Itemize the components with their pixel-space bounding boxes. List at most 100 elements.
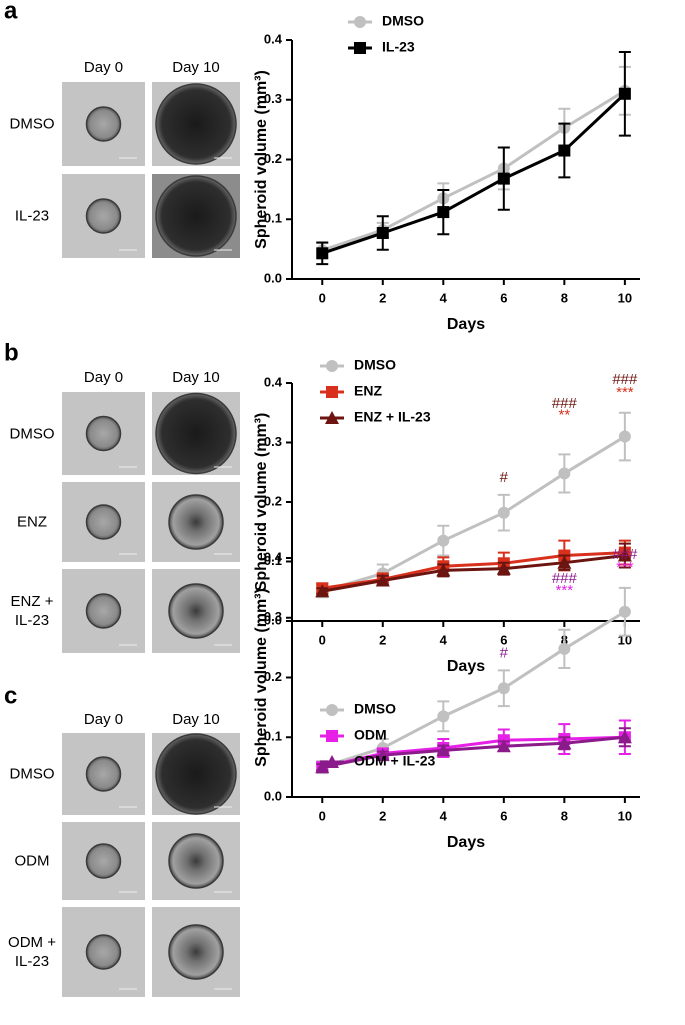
- x-tick-label: 4: [440, 290, 448, 305]
- image-row-label: DMSO: [9, 765, 55, 783]
- y-tick-label: 0.2: [264, 669, 282, 684]
- y-tick-label: 0.2: [264, 493, 282, 508]
- y-axis-title: Spheroid volume (mm³): [253, 70, 270, 249]
- spheroid: [85, 106, 122, 142]
- annotation: ###: [552, 570, 578, 587]
- marker: [326, 386, 338, 398]
- marker: [558, 144, 571, 157]
- y-tick-label: 0.4: [264, 31, 283, 46]
- x-axis-title: Days: [447, 316, 485, 333]
- annotation: **: [559, 407, 571, 424]
- x-tick-label: 6: [500, 290, 507, 305]
- marker: [497, 682, 510, 695]
- spheroid: [85, 593, 122, 629]
- spheroid: [155, 175, 237, 257]
- x-tick-label: 4: [440, 808, 448, 823]
- marker: [436, 743, 451, 757]
- x-tick-label: 2: [379, 290, 386, 305]
- x-axis-title: Days: [447, 834, 485, 851]
- image-column-label: Day 0: [84, 369, 123, 386]
- spheroid: [155, 733, 237, 815]
- y-tick-label: 0.1: [264, 211, 282, 226]
- spheroid: [85, 843, 122, 879]
- marker: [557, 555, 572, 569]
- x-tick-label: 6: [500, 808, 507, 823]
- x-tick-label: 10: [618, 808, 632, 823]
- y-tick-label: 0.2: [264, 151, 282, 166]
- image-row-label: ENZ + IL-23: [10, 593, 54, 629]
- spheroid: [85, 934, 122, 970]
- marker: [557, 736, 572, 750]
- image-row-label: DMSO: [9, 425, 55, 442]
- spheroid: [168, 924, 224, 980]
- y-axis-title: Spheroid volume (mm³): [253, 413, 270, 592]
- marker: [436, 563, 451, 577]
- marker: [315, 760, 330, 774]
- panel-letter: a: [4, 0, 18, 24]
- image-column-label: Day 0: [84, 711, 123, 728]
- y-tick-label: 0.3: [264, 609, 282, 624]
- y-tick-label: 0.1: [264, 729, 282, 744]
- y-tick-label: 0.0: [264, 788, 282, 803]
- marker: [437, 206, 450, 219]
- y-tick-label: 0.3: [264, 434, 282, 449]
- marker: [558, 467, 571, 480]
- spheroid: [155, 83, 237, 165]
- image-column-label: Day 10: [172, 59, 220, 76]
- x-tick-label: 2: [379, 808, 386, 823]
- marker: [437, 534, 450, 547]
- panel-letter: c: [4, 682, 17, 709]
- spheroid: [85, 756, 122, 792]
- spheroid: [85, 504, 122, 540]
- marker: [325, 755, 339, 768]
- marker: [618, 605, 631, 618]
- image-row-label: ODM + IL-23: [8, 934, 56, 970]
- marker: [558, 642, 571, 655]
- marker: [617, 548, 632, 562]
- spheroid: [155, 392, 237, 475]
- series-line: [321, 554, 626, 593]
- marker: [497, 172, 510, 185]
- marker: [315, 584, 330, 598]
- marker: [325, 411, 339, 424]
- annotation: ***: [616, 384, 634, 401]
- y-tick-label: 0.3: [264, 91, 282, 106]
- y-tick-label: 0.0: [264, 612, 282, 627]
- legend-label: DMSO: [382, 13, 424, 29]
- marker: [376, 226, 389, 239]
- legend-label: ODM + IL-23: [354, 753, 436, 769]
- image-row-label: IL-23: [14, 207, 50, 225]
- series-line: [321, 89, 626, 252]
- marker: [617, 730, 632, 744]
- x-tick-label: 8: [561, 290, 568, 305]
- spheroid: [85, 198, 122, 234]
- annotation: #: [500, 645, 509, 662]
- marker: [316, 247, 329, 260]
- x-tick-label: 4: [440, 632, 448, 647]
- marker: [375, 573, 390, 587]
- spheroid: [168, 833, 224, 889]
- annotation: ###: [552, 395, 578, 412]
- marker: [496, 561, 511, 575]
- series-line: [321, 435, 626, 593]
- legend-label: ENZ + IL-23: [354, 409, 431, 425]
- marker: [618, 430, 631, 443]
- annotation: #: [500, 469, 509, 486]
- x-tick-label: 0: [319, 632, 326, 647]
- marker: [354, 42, 366, 54]
- annotation: ***: [556, 582, 574, 599]
- x-tick-label: 6: [500, 632, 507, 647]
- x-tick-label: 0: [319, 290, 326, 305]
- legend-label: DMSO: [354, 357, 396, 373]
- legend-label: DMSO: [354, 701, 396, 717]
- y-tick-label: 0.1: [264, 553, 282, 568]
- marker: [326, 360, 338, 372]
- annotation: ###: [612, 371, 638, 388]
- spheroid: [85, 415, 122, 452]
- y-tick-label: 0.4: [264, 374, 283, 389]
- series-line: [321, 735, 626, 769]
- spheroid: [168, 494, 224, 550]
- image-column-label: Day 10: [172, 369, 220, 386]
